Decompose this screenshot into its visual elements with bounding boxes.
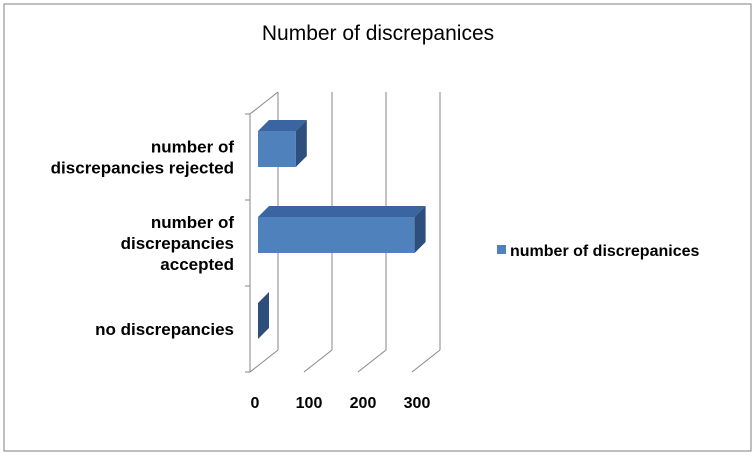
category-label: no discrepancies [95,320,234,339]
category-label: number of [151,213,234,232]
category-label: number of [151,138,234,157]
x-tick-label: 100 [296,395,323,412]
bar-top [258,206,426,217]
bar [258,131,296,167]
category-labels: no discrepancies number of discrepancies ac… [51,138,235,340]
bar-side [414,206,426,253]
floor-line-0 [249,349,279,373]
bar-top [258,120,307,131]
bar-side [295,120,307,167]
category-label: accepted [160,255,234,274]
x-tick-label: 300 [404,395,431,412]
x-tick-label: 0 [251,395,260,412]
legend: number of discrepanices [497,243,699,260]
side-wall-edge [249,91,279,115]
floor-line-300 [411,349,441,373]
chart-title: Number of discrepanices [262,22,494,45]
x-tick-label: 200 [350,395,377,412]
x-tick-labels: 0 100 200 300 [251,395,431,412]
category-label: discrepancies rejected [51,159,234,178]
category-label: discrepancies [121,234,234,253]
floor-line-200 [357,349,387,373]
floor-line-100 [303,349,333,373]
legend-label: number of discrepanices [510,243,699,260]
legend-swatch [497,245,506,254]
bar-side [258,292,269,339]
bars [258,120,426,339]
x-axis [245,113,251,373]
bar [258,217,415,253]
